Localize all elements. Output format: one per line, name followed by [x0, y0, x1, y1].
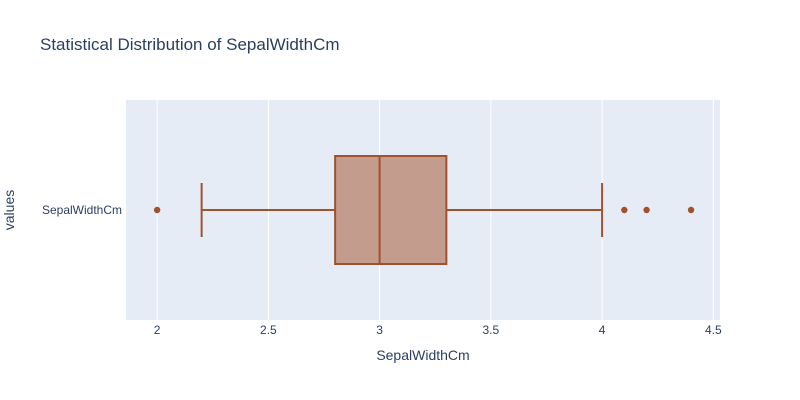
iqr-box	[334, 155, 448, 265]
y-axis-title: values	[1, 190, 17, 230]
chart-title: Statistical Distribution of SepalWidthCm	[40, 35, 340, 54]
x-axis-title: SepalWidthCm	[376, 347, 469, 363]
outlier-point	[621, 206, 628, 214]
x-tick-label: 2.5	[260, 323, 277, 337]
x-tick-label: 3.5	[483, 323, 500, 337]
category-label: SepalWidthCm	[42, 203, 122, 217]
outlier-point	[687, 206, 695, 214]
x-tick-labels: 2 2.5 3 3.5 4 4.5	[154, 323, 722, 337]
x-tick-label: 3	[376, 323, 383, 337]
outlier-point	[153, 206, 161, 214]
x-tick-label: 4.5	[705, 323, 722, 337]
x-tick-label: 4	[599, 323, 606, 337]
outlier-point	[643, 206, 650, 214]
x-tick-label: 2	[154, 323, 161, 337]
box-plot-series	[153, 155, 695, 265]
